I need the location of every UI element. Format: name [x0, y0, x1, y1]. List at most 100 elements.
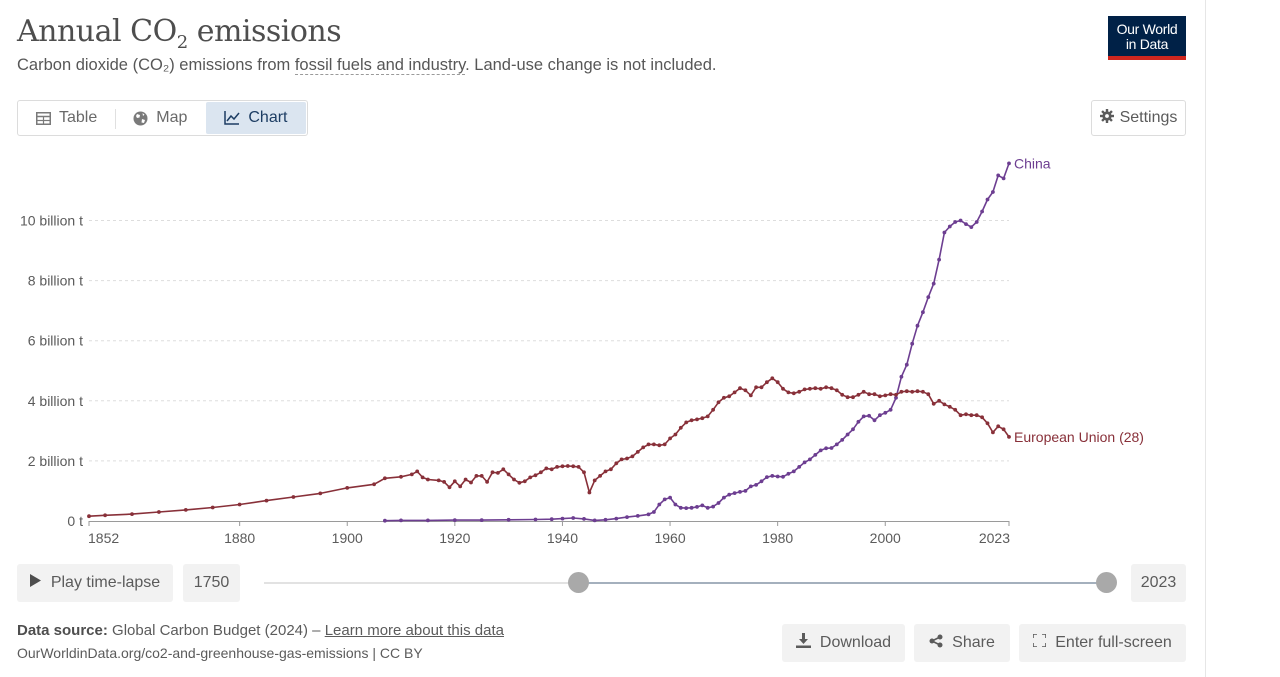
owid-logo[interactable]: Our World in Data [1108, 16, 1186, 60]
series-point [791, 469, 796, 474]
series-point [625, 515, 629, 519]
series-point [458, 484, 463, 489]
series-point [474, 474, 479, 478]
series-point [576, 465, 581, 469]
series-point [506, 517, 511, 522]
series-point [818, 448, 823, 453]
share-button[interactable]: Share [914, 624, 1010, 662]
series-point [183, 508, 188, 512]
series-point [888, 407, 893, 412]
series-point [549, 467, 554, 472]
series-point [732, 390, 737, 395]
line-chart-icon [224, 111, 240, 125]
series-point [237, 502, 242, 507]
series-point [991, 430, 995, 435]
x-tick-label: 1880 [224, 530, 255, 546]
series-point [834, 442, 839, 447]
fullscreen-button[interactable]: Enter full-screen [1019, 624, 1186, 662]
series-point [420, 475, 425, 480]
series-point [722, 495, 726, 500]
series-point [883, 393, 888, 398]
series-point [947, 224, 952, 229]
series-point [797, 389, 802, 394]
series-point [533, 517, 538, 522]
series-point [399, 518, 403, 523]
series-point [765, 380, 769, 385]
series-point [705, 505, 710, 510]
series-point [436, 478, 441, 483]
tab-chart[interactable]: Chart [206, 102, 306, 134]
series-point [479, 518, 484, 522]
series-point [840, 438, 845, 442]
learn-more-link[interactable]: Learn more about this data [324, 622, 504, 639]
series-point [861, 389, 866, 394]
series-point [813, 453, 818, 457]
series-point [1007, 161, 1011, 166]
series-point [738, 386, 742, 391]
download-button[interactable]: Download [782, 624, 905, 662]
series-point [673, 432, 678, 437]
series-point [969, 225, 974, 229]
tab-map[interactable]: Map [115, 101, 205, 135]
series-point [689, 505, 694, 510]
series-point [501, 467, 506, 472]
series-point [786, 471, 791, 476]
timeline-start-handle[interactable] [568, 572, 589, 593]
series-point [813, 386, 818, 391]
x-tick-label: 1900 [332, 530, 363, 546]
series-point [808, 386, 812, 391]
series-point [657, 502, 662, 507]
play-label: Play time-lapse [50, 574, 161, 591]
series-point [87, 514, 91, 519]
tab-table[interactable]: Table [18, 101, 115, 135]
series-point [958, 218, 963, 223]
series-point [668, 495, 672, 500]
end-year-label: 2023 [1140, 574, 1177, 591]
fossil-fuels-link[interactable]: fossil fuels and industry [294, 56, 466, 75]
series-point [937, 398, 941, 403]
series-point [528, 475, 533, 480]
series-point [974, 220, 979, 224]
series-point [1001, 427, 1006, 432]
series-point [512, 477, 516, 482]
play-timelapse-button[interactable]: Play time-lapse [17, 564, 173, 602]
series-line [384, 163, 1010, 522]
x-tick-label: 1940 [547, 530, 578, 546]
series-point [765, 475, 769, 479]
series-point [727, 492, 732, 497]
series-point [947, 404, 952, 409]
settings-label: Settings [1119, 109, 1178, 126]
series-point [689, 418, 694, 423]
series-point [103, 513, 107, 518]
timeline-end-handle[interactable] [1096, 572, 1117, 593]
series-point [867, 392, 871, 397]
series-point [517, 480, 522, 485]
table-icon [36, 111, 51, 125]
series-point [678, 505, 683, 510]
series-point [452, 479, 457, 484]
series-point [372, 482, 376, 487]
settings-button[interactable]: Settings [1091, 100, 1186, 136]
series-point [539, 470, 543, 475]
series-point [1001, 176, 1006, 181]
end-year-box[interactable]: 2023 [1131, 564, 1186, 602]
series-point [345, 486, 350, 490]
view-tabs: Table Map Chart [17, 100, 308, 136]
gear-icon [1099, 108, 1114, 128]
series-point [1007, 435, 1011, 439]
series-point [926, 392, 931, 397]
series-point [910, 389, 915, 394]
series-point [506, 472, 511, 477]
series-point [716, 400, 721, 405]
series-point [452, 518, 457, 522]
series-point [915, 323, 920, 328]
series-point [157, 510, 161, 514]
x-tick-label: 1920 [439, 530, 470, 546]
series-point [130, 512, 134, 516]
series-point [964, 222, 968, 226]
series-point [937, 257, 941, 262]
download-label: Download [819, 634, 892, 651]
start-year-box[interactable]: 1750 [183, 564, 240, 602]
series-point [592, 518, 597, 523]
y-tick-label: 10 billion t [20, 213, 83, 229]
